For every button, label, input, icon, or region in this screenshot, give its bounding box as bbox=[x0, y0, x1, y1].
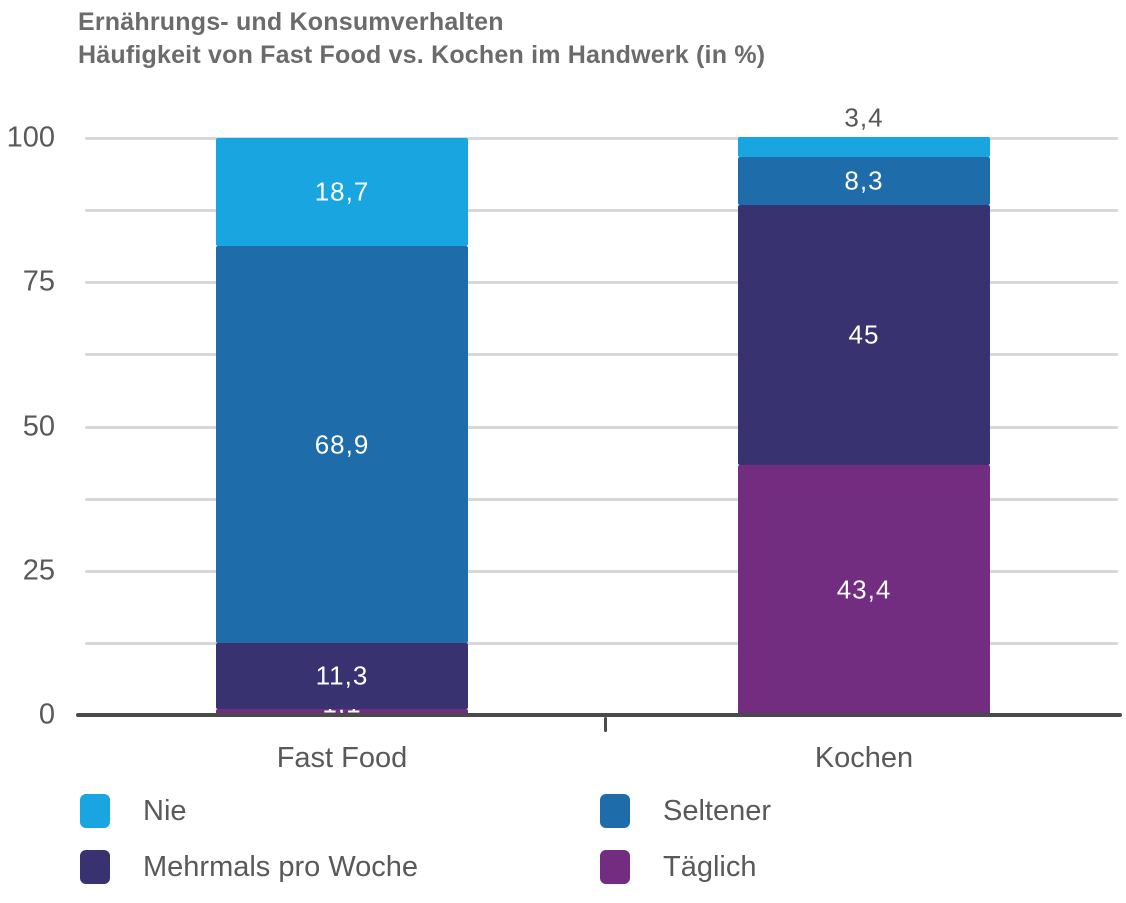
legend-swatch-t-glich bbox=[600, 850, 630, 884]
bar-segment-kochen-t-glich bbox=[738, 464, 990, 715]
value-label-kochen-nie: 3,4 bbox=[844, 102, 884, 133]
y-axis-tick-label-25: 25 bbox=[22, 554, 55, 587]
legend-item-t-glich: Täglich bbox=[600, 850, 1070, 884]
legend-item-mehrmals-pro-woche: Mehrmals pro Woche bbox=[80, 850, 600, 884]
y-axis-tick-label-75: 75 bbox=[22, 265, 55, 298]
gridline-75 bbox=[85, 281, 1118, 285]
bar-segment-kochen-seltener bbox=[738, 157, 990, 205]
bar-segment-fast-food-t-glich bbox=[216, 708, 468, 715]
value-label-kochen-mehrmals-pro-woche: 45 bbox=[848, 319, 880, 350]
gridline-100 bbox=[85, 137, 1118, 140]
gridline-50 bbox=[85, 425, 1118, 429]
x-axis-label-fast-food: Fast Food bbox=[276, 742, 408, 774]
bar-segment-kochen-mehrmals-pro-woche bbox=[738, 204, 990, 465]
bar-segment-fast-food-mehrmals-pro-woche bbox=[216, 643, 468, 709]
x-axis-center-tick bbox=[604, 717, 607, 732]
legend-label-nie: Nie bbox=[143, 794, 187, 827]
gridline-25 bbox=[85, 569, 1118, 573]
value-label-fast-food-nie: 18,7 bbox=[314, 176, 370, 207]
gridline-37.5 bbox=[85, 497, 1118, 501]
legend-swatch-seltener bbox=[600, 794, 630, 828]
value-label-kochen-seltener: 8,3 bbox=[844, 165, 884, 196]
bar-segment-fast-food-nie bbox=[216, 138, 468, 246]
y-axis-tick-label-0: 0 bbox=[38, 698, 55, 731]
gridline-62.5 bbox=[85, 353, 1118, 357]
bar-segment-kochen-nie bbox=[738, 137, 990, 158]
gridline-87.5 bbox=[85, 209, 1118, 213]
value-label-fast-food-mehrmals-pro-woche: 11,3 bbox=[315, 660, 369, 691]
legend: Nie Seltener Mehrmals pro Woche Täglich bbox=[80, 794, 1070, 884]
bar-segment-fast-food-seltener bbox=[216, 245, 468, 644]
y-axis-tick-label-50: 50 bbox=[22, 410, 55, 442]
x-axis-label-kochen: Kochen bbox=[814, 742, 914, 774]
legend-label-t-glich: Täglich bbox=[663, 850, 757, 883]
chart-title-line2: Häufigkeit von Fast Food vs. Kochen im H… bbox=[78, 41, 766, 69]
legend-swatch-mehrmals-pro-woche bbox=[80, 850, 110, 884]
legend-label-mehrmals-pro-woche: Mehrmals pro Woche bbox=[143, 850, 419, 883]
legend-label-seltener: Seltener bbox=[663, 794, 772, 827]
chart-title-line1: Ernährungs- und Konsumverhalten bbox=[78, 8, 504, 36]
y-axis-tick-label-100: 100 bbox=[6, 121, 55, 154]
legend-item-nie: Nie bbox=[80, 794, 600, 828]
x-axis-line bbox=[76, 713, 1122, 717]
gridline-12.5 bbox=[85, 641, 1118, 645]
chart-title: Ernährungs- und Konsumverhalten Häufigke… bbox=[78, 6, 765, 72]
legend-swatch-nie bbox=[80, 794, 110, 828]
value-label-kochen-t-glich: 43,4 bbox=[836, 574, 892, 605]
legend-item-seltener: Seltener bbox=[600, 794, 1070, 828]
value-label-fast-food-seltener: 68,9 bbox=[314, 429, 370, 460]
